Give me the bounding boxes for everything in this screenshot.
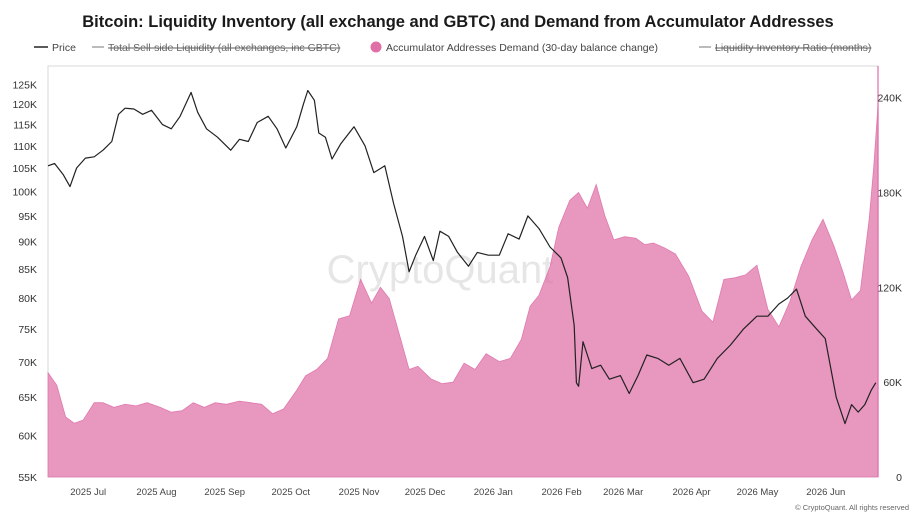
demand-area-layer <box>47 105 879 478</box>
y-left-tick-label: 55K <box>18 472 37 484</box>
price-line-layer <box>47 89 877 425</box>
x-tick-label: 2025 Nov <box>339 487 380 498</box>
x-tick-label: 2025 Oct <box>272 487 311 498</box>
legend: Price Total Sell-side Liquidity (all exc… <box>34 41 871 55</box>
series-area-accumulator-demand <box>47 105 879 478</box>
legend-item-accumulator-demand[interactable]: Accumulator Addresses Demand (30-day bal… <box>370 41 659 55</box>
legend-item-inventory-ratio[interactable]: Liquidity Inventory Ratio (months) <box>699 42 871 54</box>
y-axis-left: 55K 60K 65K 70K 75K 80K 85K 90K 95K 100K 105K 110K 1… <box>12 80 37 484</box>
y-right-tick-label: 0 <box>896 472 902 484</box>
legend-label-inventory-ratio: Liquidity Inventory Ratio (months) <box>715 42 871 54</box>
y-left-tick-label: 120K <box>12 99 37 111</box>
legend-item-price[interactable]: Price <box>34 42 76 54</box>
y-left-tick-label: 125K <box>12 80 37 92</box>
y-right-tick-label: 60K <box>883 377 902 389</box>
x-tick-label: 2026 Feb <box>542 487 582 498</box>
x-tick-label: 2025 Aug <box>136 487 176 498</box>
x-tick-label: 2026 Jan <box>474 487 513 498</box>
y-left-tick-label: 90K <box>18 237 37 249</box>
y-left-tick-label: 80K <box>18 293 37 305</box>
legend-label-price: Price <box>52 42 76 54</box>
y-left-tick-label: 75K <box>18 324 37 336</box>
x-tick-label: 2025 Jul <box>70 487 106 498</box>
y-right-tick-label: 240K <box>877 93 902 105</box>
y-left-tick-label: 65K <box>18 392 37 404</box>
y-left-tick-label: 85K <box>18 264 37 276</box>
y-left-tick-label: 100K <box>12 186 37 198</box>
y-left-tick-label: 95K <box>18 211 37 223</box>
x-tick-label: 2026 Apr <box>672 487 710 498</box>
y-right-tick-label: 120K <box>877 282 902 294</box>
x-tick-label: 2026 May <box>737 487 779 498</box>
x-axis: 2025 Jul 2025 Aug 2025 Sep 2025 Oct 2025 Nov… <box>70 487 845 498</box>
x-tick-label: 2025 Dec <box>405 487 446 498</box>
legend-swatch-accumulator-demand <box>370 41 382 53</box>
chart-title: Bitcoin: Liquidity Inventory (all exchan… <box>82 13 833 31</box>
legend-label-sell-side-liquidity: Total Sell-side Liquidity (all exchanges… <box>108 42 340 54</box>
y-left-tick-label: 70K <box>18 357 37 369</box>
y-left-tick-label: 105K <box>12 163 37 175</box>
y-axis-right: 0 60K 120K 180K 240K <box>877 93 902 484</box>
copyright-footer: © CryptoQuant. All rights reserved <box>795 503 909 512</box>
y-left-tick-label: 110K <box>13 141 37 153</box>
legend-item-sell-side-liquidity[interactable]: Total Sell-side Liquidity (all exchanges… <box>92 42 340 54</box>
series-line-price <box>47 89 877 425</box>
y-left-tick-label: 115K <box>13 120 37 132</box>
y-left-tick-label: 60K <box>18 430 37 442</box>
y-right-tick-label: 180K <box>877 188 902 200</box>
x-tick-label: 2026 Jun <box>806 487 845 498</box>
legend-label-accumulator-demand: Accumulator Addresses Demand (30-day bal… <box>386 42 658 54</box>
x-tick-label: 2026 Mar <box>603 487 643 498</box>
x-tick-label: 2025 Sep <box>204 487 245 498</box>
watermark: CryptoQuant <box>327 248 554 292</box>
